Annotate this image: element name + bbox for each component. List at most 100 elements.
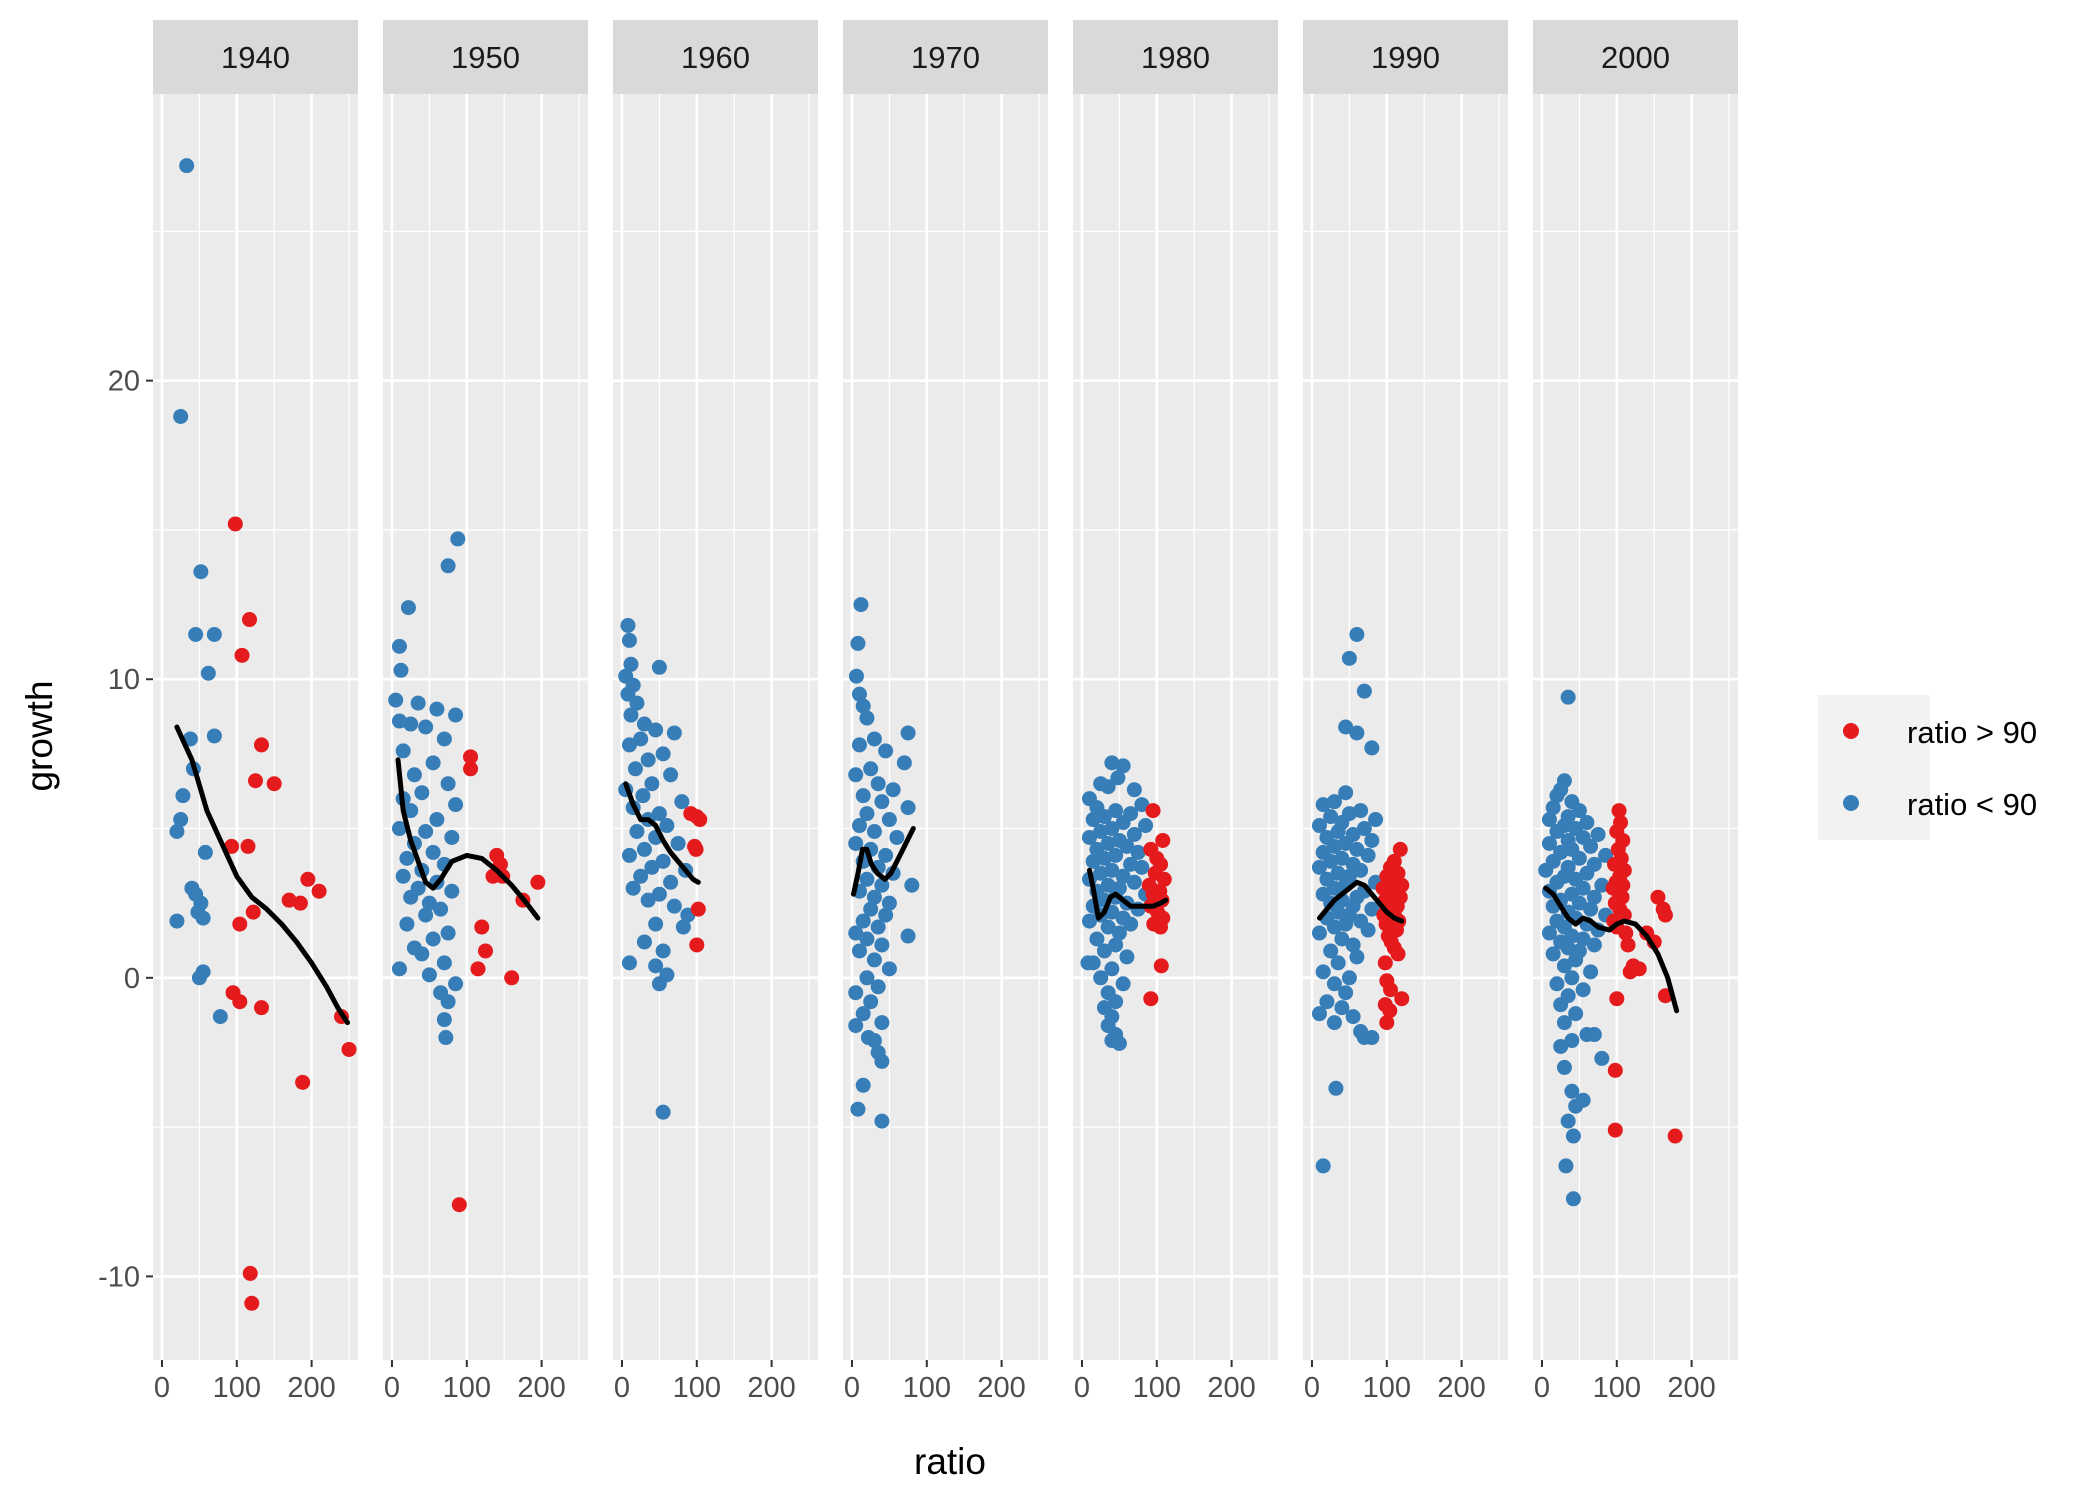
point-ratio-below-90 (1081, 829, 1097, 845)
point-ratio-above-90 (1153, 958, 1169, 974)
point-ratio-below-90 (206, 728, 222, 744)
point-ratio-below-90 (633, 731, 649, 747)
point-ratio-below-90 (1311, 1006, 1327, 1022)
point-ratio-below-90 (848, 668, 864, 684)
point-ratio-below-90 (1323, 943, 1339, 959)
point-ratio-below-90 (1586, 937, 1602, 953)
point-ratio-below-90 (640, 892, 656, 908)
point-ratio-above-90 (1607, 1062, 1623, 1078)
point-ratio-below-90 (395, 743, 411, 759)
x-tick-label: 0 (1304, 1372, 1320, 1404)
point-ratio-below-90 (651, 806, 667, 822)
point-ratio-below-90 (191, 970, 207, 986)
point-ratio-below-90 (621, 632, 637, 648)
point-ratio-below-90 (418, 824, 434, 840)
point-ratio-below-90 (655, 943, 671, 959)
legend-label-high: ratio > 90 (1907, 715, 2037, 750)
x-tick-label: 100 (1133, 1372, 1181, 1404)
point-ratio-below-90 (1556, 958, 1572, 974)
point-ratio-above-90 (1618, 925, 1634, 941)
point-ratio-above-90 (478, 943, 493, 959)
y-tick-label: 10 (108, 664, 140, 696)
panel-background (843, 94, 1048, 1360)
point-ratio-below-90 (878, 743, 894, 759)
point-ratio-below-90 (1545, 946, 1561, 962)
point-ratio-below-90 (1085, 853, 1101, 869)
point-ratio-below-90 (675, 919, 691, 935)
point-ratio-below-90 (1360, 847, 1376, 863)
point-ratio-above-90 (688, 841, 704, 857)
point-ratio-above-90 (295, 1074, 311, 1090)
point-ratio-below-90 (1549, 976, 1565, 992)
point-ratio-below-90 (1560, 940, 1576, 956)
point-ratio-below-90 (644, 776, 660, 792)
point-ratio-below-90 (1541, 925, 1557, 941)
point-ratio-below-90 (1345, 937, 1361, 953)
point-ratio-below-90 (195, 910, 211, 926)
point-ratio-below-90 (855, 913, 871, 929)
point-ratio-below-90 (403, 889, 419, 905)
point-ratio-below-90 (1123, 916, 1139, 932)
point-ratio-below-90 (1565, 1191, 1581, 1207)
point-ratio-below-90 (621, 737, 637, 753)
point-ratio-below-90 (1356, 821, 1372, 837)
point-ratio-below-90 (1571, 803, 1587, 819)
point-ratio-above-90 (474, 919, 490, 935)
point-ratio-above-90 (1625, 958, 1641, 974)
facet-strip (613, 20, 818, 94)
point-ratio-below-90 (1315, 1158, 1331, 1174)
point-ratio-below-90 (870, 979, 886, 995)
x-tick-label: 200 (287, 1372, 335, 1404)
legend-label-low: ratio < 90 (1907, 787, 2037, 822)
point-ratio-below-90 (436, 1012, 452, 1028)
point-ratio-below-90 (663, 874, 679, 890)
point-ratio-below-90 (1108, 937, 1124, 953)
point-ratio-below-90 (881, 812, 897, 828)
point-ratio-below-90 (1108, 994, 1124, 1010)
point-ratio-above-90 (690, 901, 706, 917)
facet-strip (843, 20, 1048, 94)
point-ratio-below-90 (1594, 1050, 1610, 1066)
point-ratio-below-90 (1364, 1030, 1380, 1046)
legend-key-low (1843, 795, 1859, 811)
point-ratio-below-90 (633, 868, 649, 884)
point-ratio-below-90 (874, 1015, 890, 1031)
point-ratio-below-90 (663, 767, 679, 783)
point-ratio-below-90 (1564, 1083, 1580, 1099)
point-ratio-below-90 (1349, 841, 1365, 857)
point-ratio-below-90 (900, 928, 916, 944)
facet-strip (153, 20, 358, 94)
x-tick-label: 200 (517, 1372, 565, 1404)
point-ratio-below-90 (1096, 809, 1112, 825)
panel-background (153, 94, 358, 1360)
point-ratio-below-90 (623, 656, 639, 672)
facet-strip-label: 1960 (681, 40, 750, 75)
point-ratio-below-90 (1549, 788, 1565, 804)
point-ratio-below-90 (1330, 865, 1346, 881)
point-ratio-below-90 (850, 1101, 866, 1117)
point-ratio-below-90 (1549, 824, 1565, 840)
point-ratio-below-90 (1096, 850, 1112, 866)
point-ratio-below-90 (1556, 1015, 1572, 1031)
point-ratio-above-90 (1155, 832, 1171, 848)
point-ratio-below-90 (440, 558, 456, 574)
point-ratio-below-90 (1349, 725, 1365, 741)
point-ratio-below-90 (651, 886, 667, 902)
point-ratio-below-90 (429, 812, 445, 828)
point-ratio-below-90 (1330, 824, 1346, 840)
point-ratio-below-90 (421, 967, 437, 983)
point-ratio-below-90 (1134, 859, 1150, 875)
point-ratio-below-90 (1564, 970, 1580, 986)
point-ratio-above-90 (1377, 955, 1393, 971)
point-ratio-below-90 (874, 1113, 890, 1129)
point-ratio-below-90 (1583, 838, 1599, 854)
point-ratio-below-90 (1123, 856, 1139, 872)
point-ratio-below-90 (1104, 821, 1120, 837)
facet-panel-1980: 1980 (1073, 20, 1278, 1360)
point-ratio-below-90 (904, 877, 920, 893)
point-ratio-below-90 (848, 925, 864, 941)
point-ratio-below-90 (1104, 961, 1120, 977)
y-tick-label: -10 (98, 1261, 140, 1293)
point-ratio-below-90 (859, 871, 875, 887)
point-ratio-below-90 (444, 883, 460, 899)
